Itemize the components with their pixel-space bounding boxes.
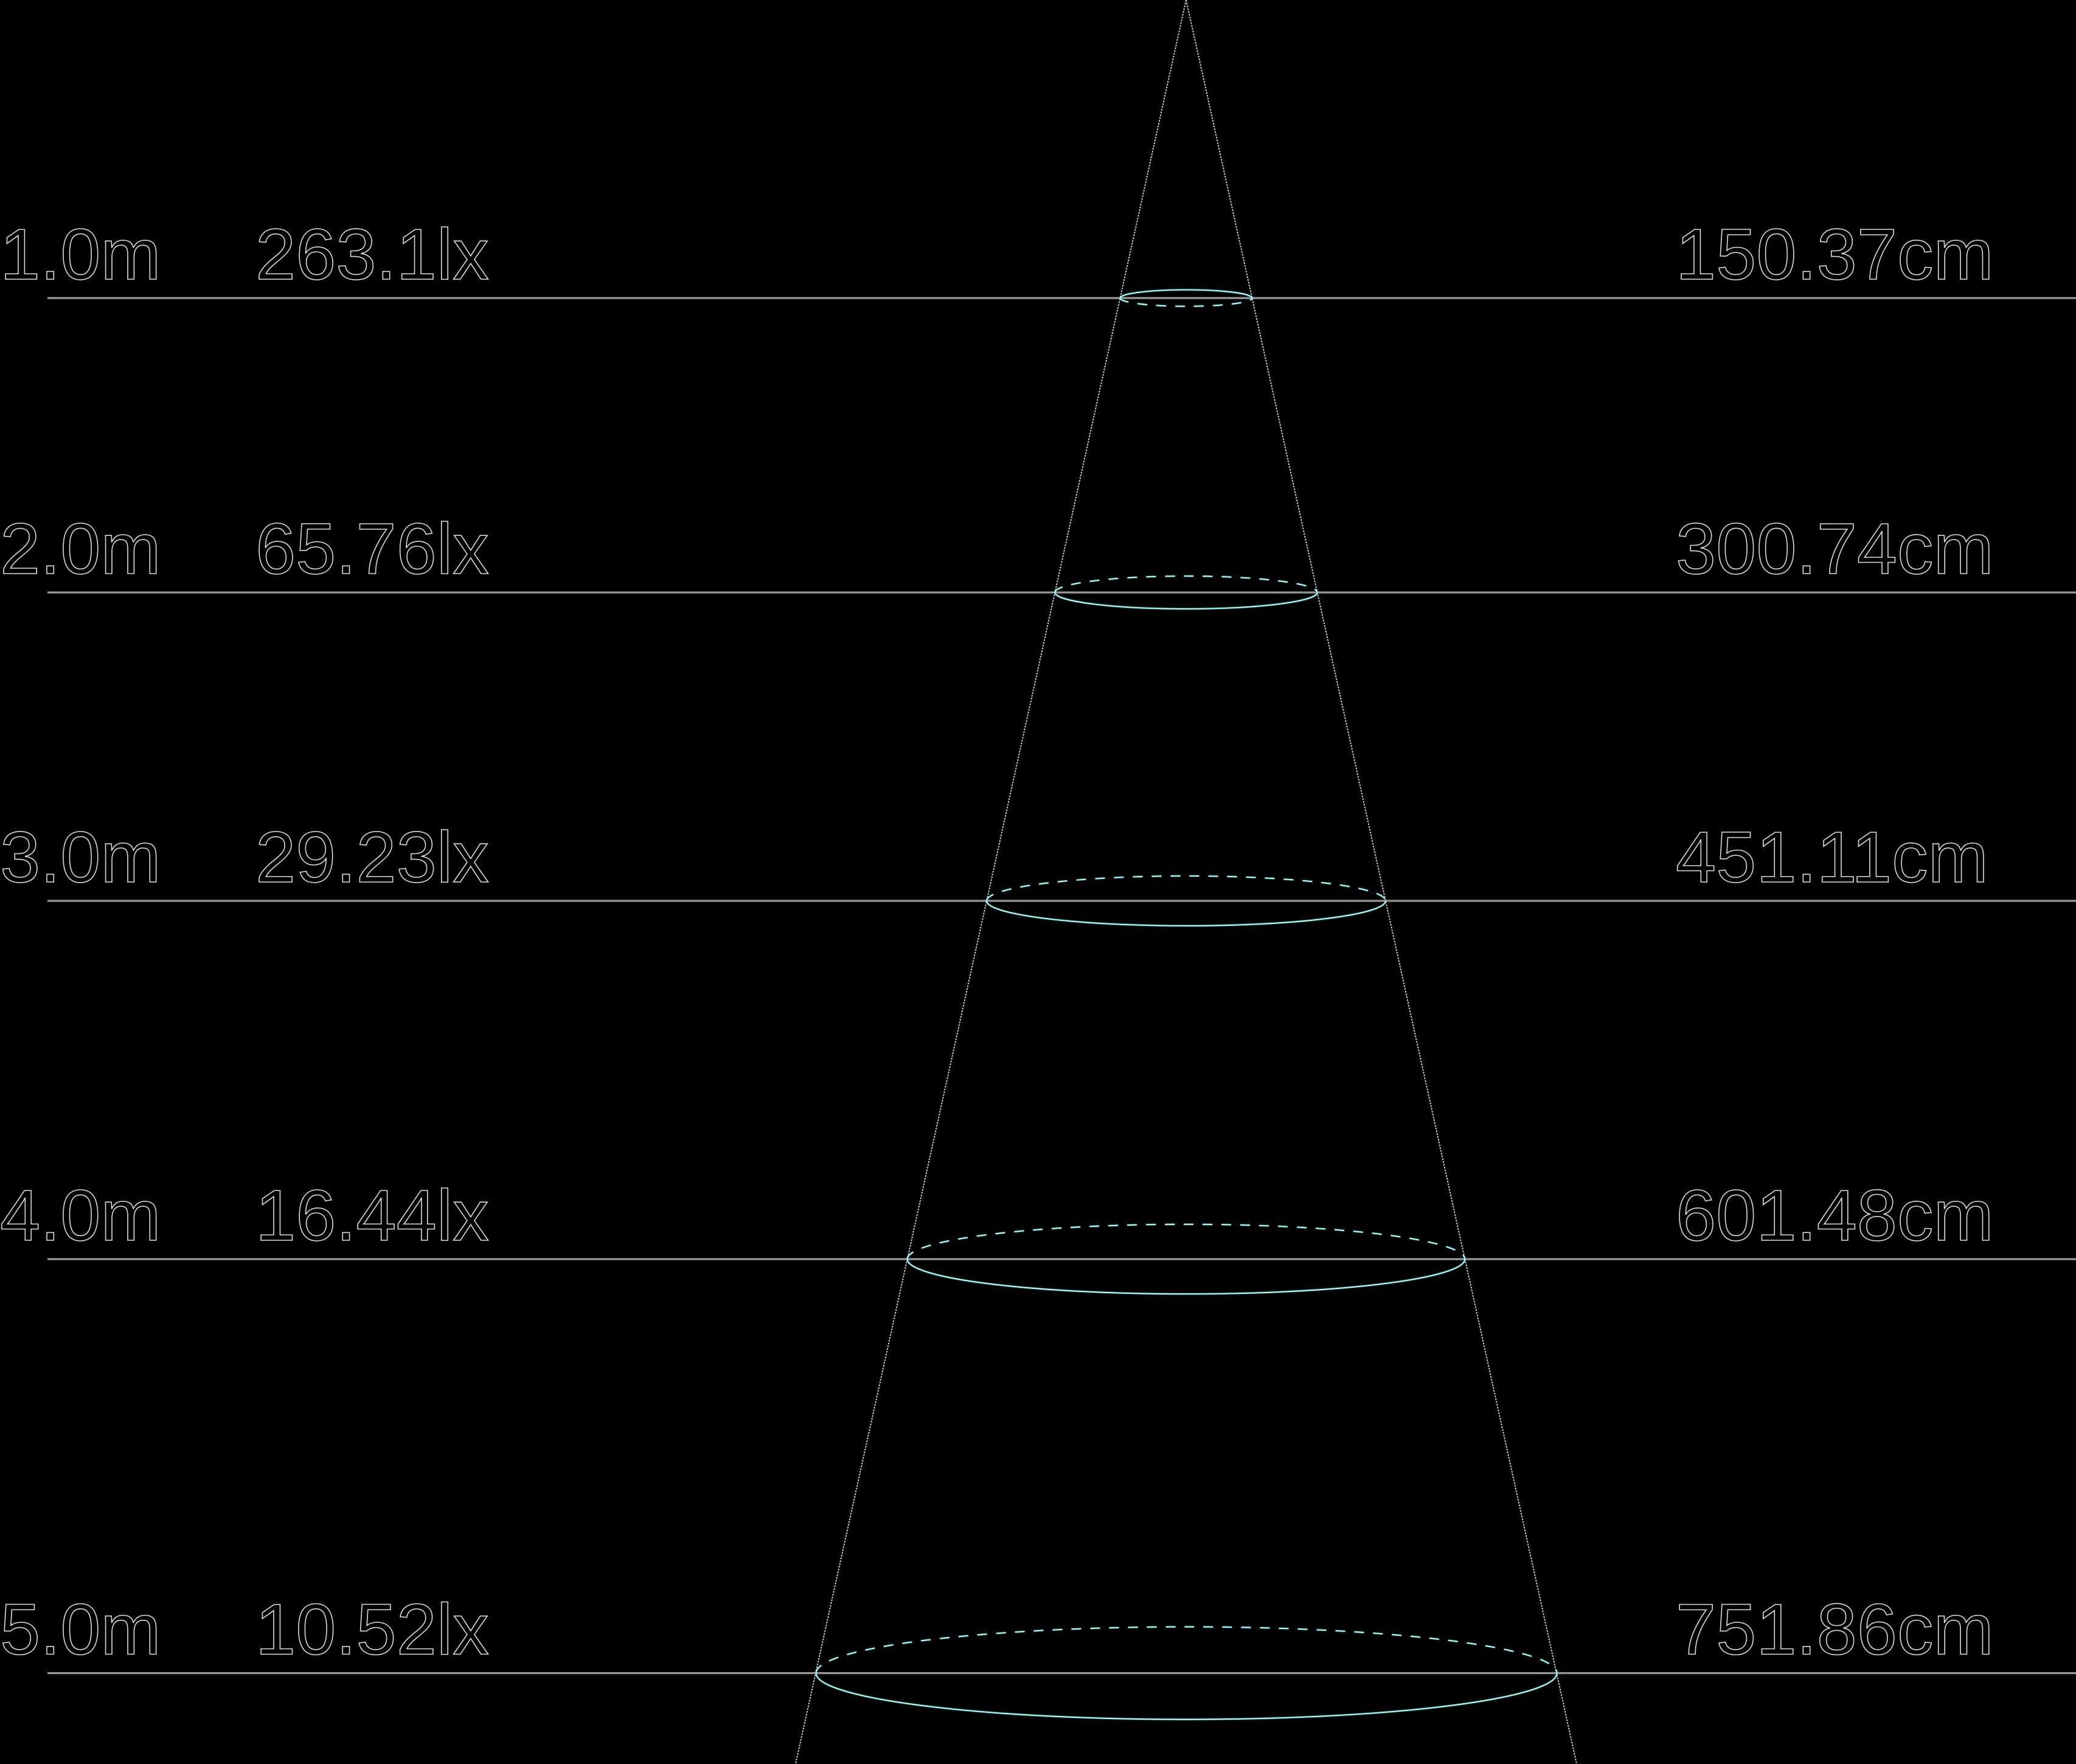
svg-text:3.0m: 3.0m <box>0 817 161 898</box>
svg-text:601.48cm: 601.48cm <box>1676 1175 1994 1256</box>
svg-text:1.0m: 1.0m <box>0 214 161 295</box>
svg-text:10.52lx: 10.52lx <box>255 1589 489 1670</box>
svg-text:5.0m: 5.0m <box>0 1589 161 1670</box>
svg-text:2.0m: 2.0m <box>0 509 161 589</box>
svg-text:29.23lx: 29.23lx <box>255 817 489 898</box>
svg-text:65.76lx: 65.76lx <box>255 509 489 589</box>
svg-text:16.44lx: 16.44lx <box>255 1175 489 1256</box>
svg-text:150.37cm: 150.37cm <box>1676 214 1994 295</box>
svg-text:751.86cm: 751.86cm <box>1676 1589 1994 1670</box>
svg-text:4.0m: 4.0m <box>0 1175 161 1256</box>
svg-text:263.1lx: 263.1lx <box>255 214 489 295</box>
svg-text:300.74cm: 300.74cm <box>1676 509 1994 589</box>
svg-text:451.11cm: 451.11cm <box>1676 817 1988 898</box>
